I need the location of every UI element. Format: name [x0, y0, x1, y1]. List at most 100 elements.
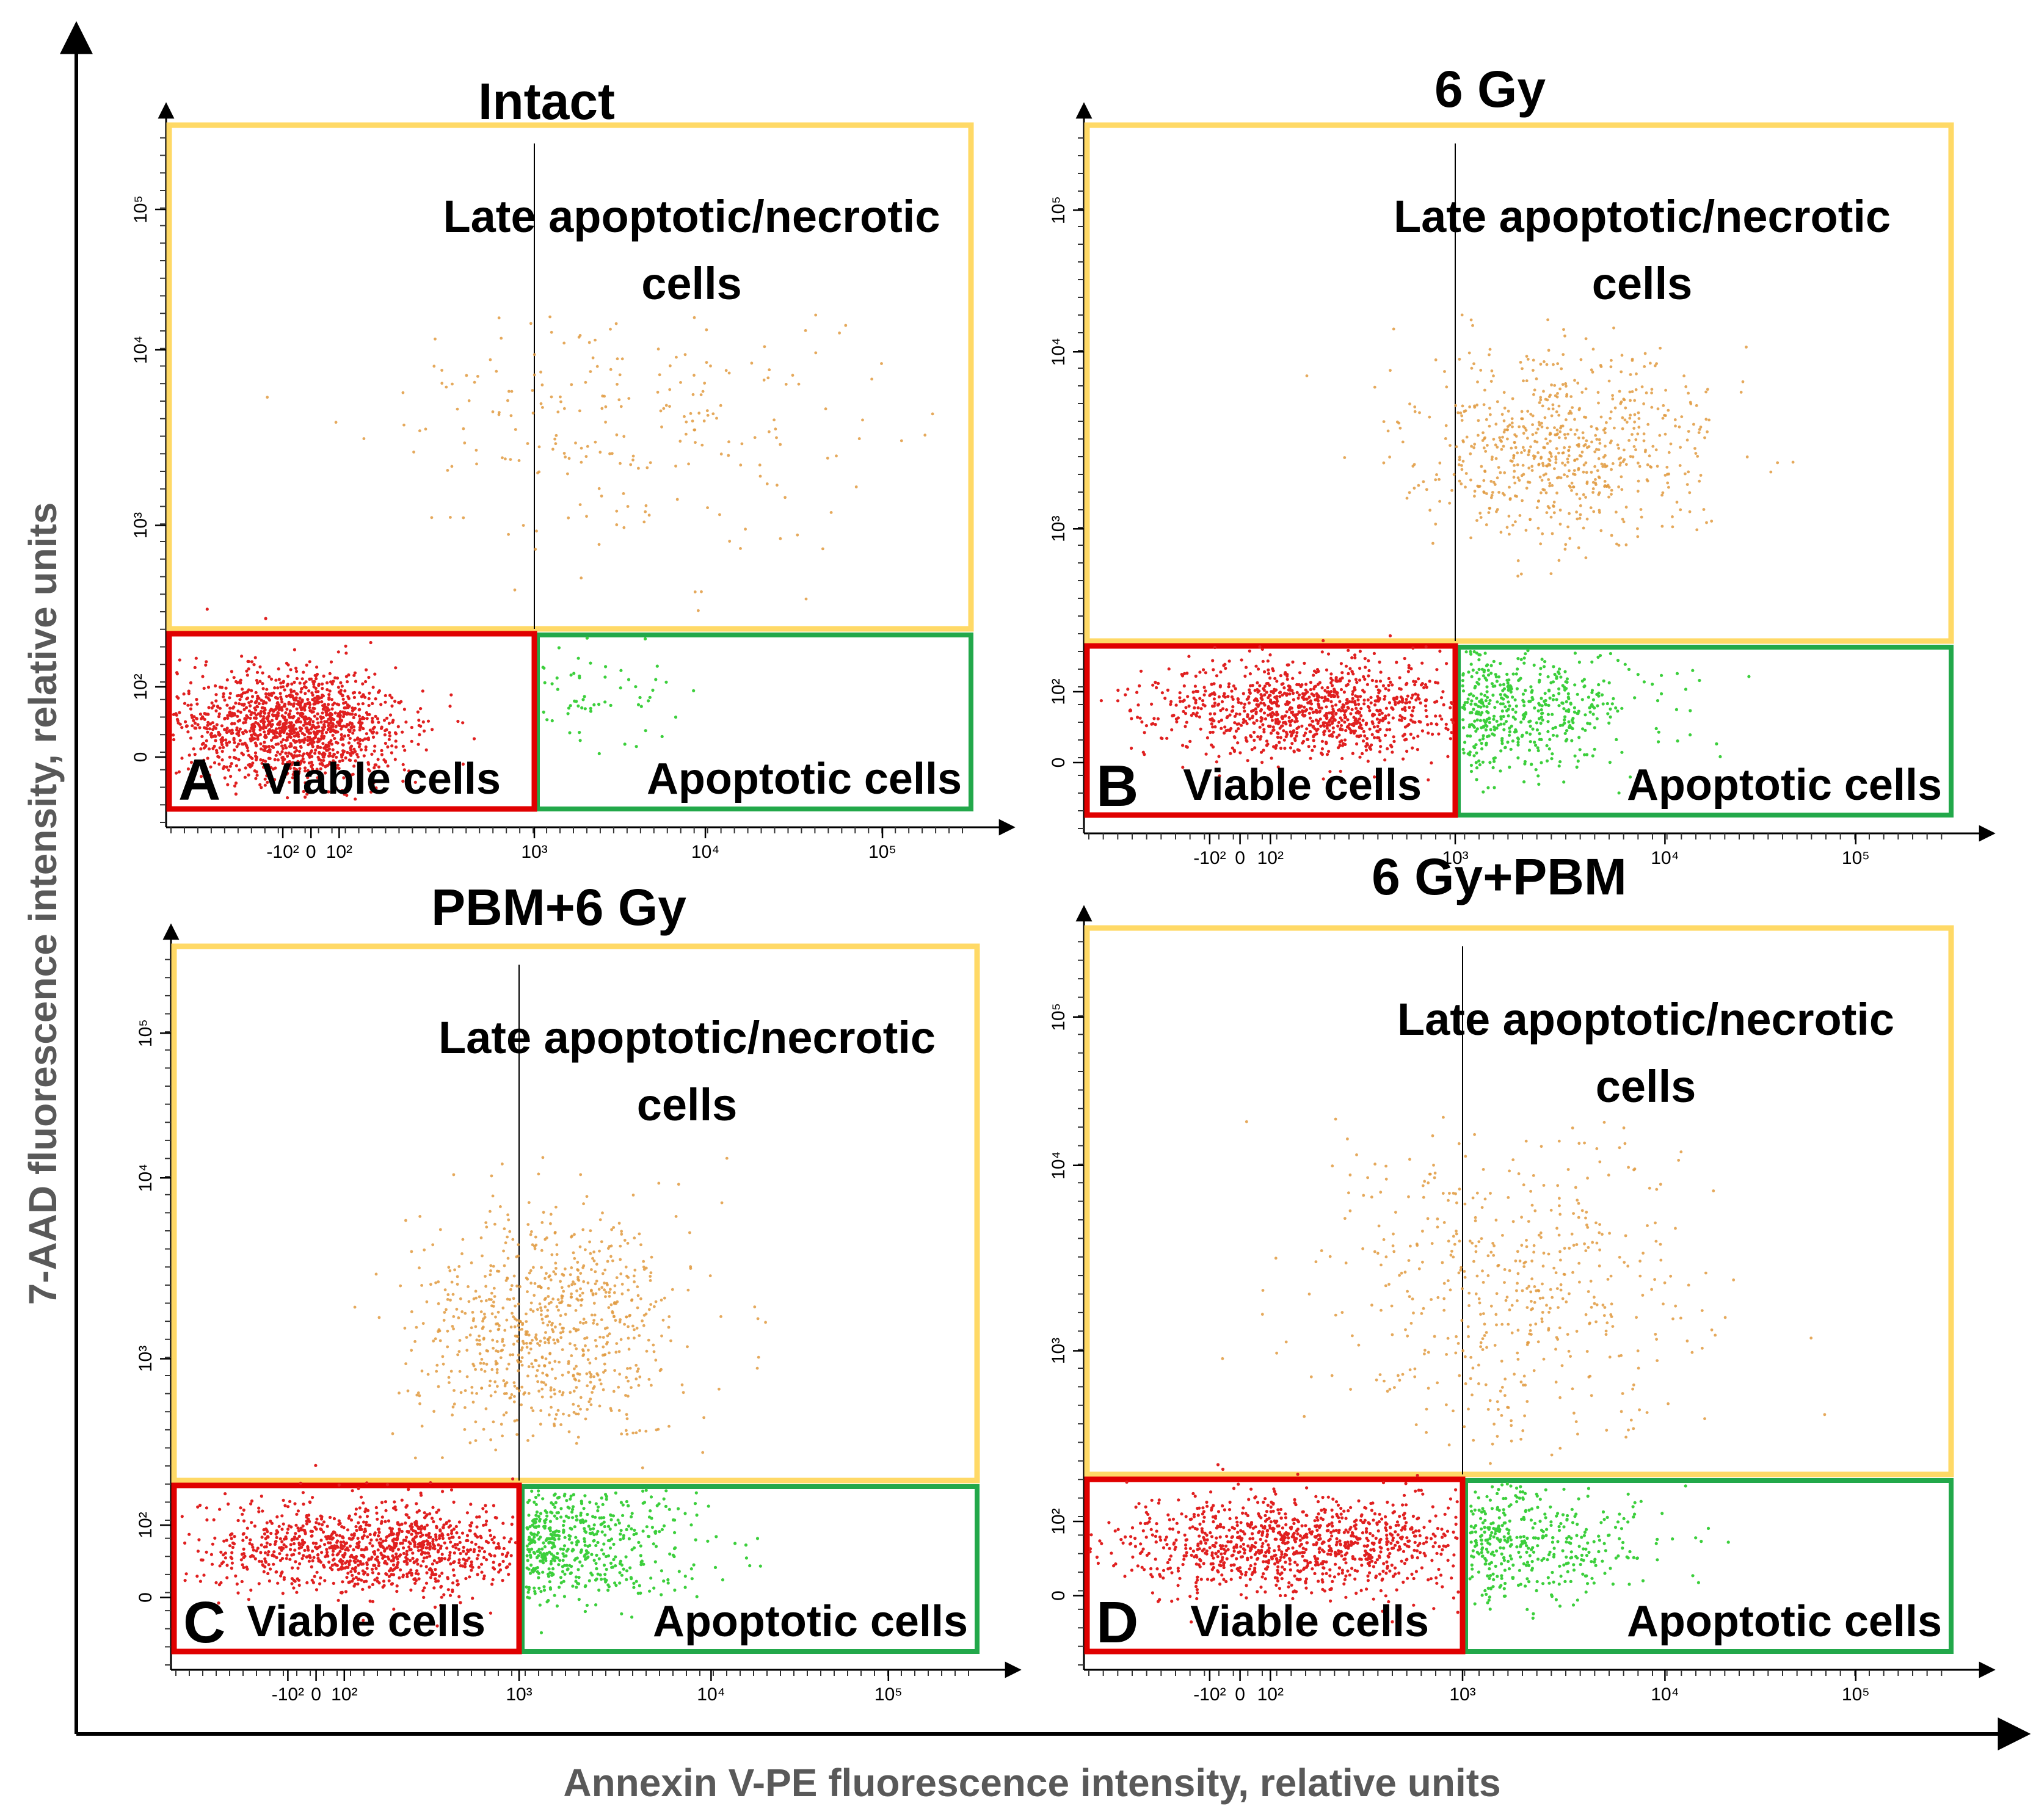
viable-cell-point — [200, 734, 204, 738]
late-apoptotic-cell-point — [1579, 513, 1582, 517]
viable-cell-point — [257, 702, 261, 706]
apoptotic-cell-point — [1565, 738, 1569, 741]
viable-cell-point — [371, 702, 374, 705]
apoptotic-cell-point — [1572, 710, 1576, 714]
viable-cell-point — [352, 1548, 355, 1551]
late-apoptotic-cell-point — [1620, 353, 1624, 357]
late-apoptotic-cell-point — [705, 409, 709, 413]
viable-cell-point — [1266, 713, 1270, 717]
apoptotic-cell-point — [1508, 704, 1511, 708]
viable-cell-point — [260, 761, 264, 765]
viable-cell-point — [419, 724, 423, 728]
viable-cell-point — [351, 772, 355, 776]
late-apoptotic-cell-point — [683, 353, 687, 357]
viable-cell-point — [1261, 659, 1265, 663]
late-apoptotic-cell-point — [616, 357, 619, 361]
late-apoptotic-cell-point — [445, 385, 448, 389]
apoptotic-cell-point — [1521, 698, 1525, 702]
apoptotic-cell-point — [569, 704, 572, 708]
apoptotic-region-label: Apoptotic cells — [647, 755, 962, 803]
viable-cell-point — [1298, 671, 1302, 675]
apoptotic-cell-point — [1462, 726, 1466, 730]
viable-cell-point — [260, 1543, 263, 1547]
viable-cell-point — [358, 728, 362, 731]
viable-cell-point — [214, 1581, 218, 1584]
viable-cell-point — [323, 720, 327, 723]
viable-cell-point — [1399, 687, 1403, 691]
apoptotic-cell-point — [609, 703, 613, 707]
viable-cell-point — [243, 775, 247, 779]
viable-cell-point — [273, 758, 277, 761]
viable-cell-point — [367, 697, 371, 700]
late-apoptotic-cell-point — [711, 412, 715, 416]
viable-cell-point — [390, 751, 394, 755]
late-apoptotic-cell-point — [1531, 423, 1535, 426]
viable-cell-point — [432, 1586, 436, 1590]
viable-cell-point — [281, 747, 285, 750]
apoptotic-cell-point — [1580, 698, 1584, 702]
viable-cell-point — [306, 769, 310, 772]
apoptotic-cell-point — [1555, 734, 1559, 738]
viable-cell-point — [354, 797, 357, 801]
viable-cell-point — [363, 737, 367, 741]
viable-cell-point — [1351, 692, 1354, 696]
viable-cell-point — [1292, 730, 1295, 733]
late-apoptotic-cell-point — [627, 397, 631, 400]
viable-cell-point — [1259, 734, 1263, 739]
viable-cell-point — [244, 720, 247, 724]
viable-cell-point — [432, 1520, 435, 1523]
apoptotic-cell-point — [1475, 766, 1479, 770]
late-apoptotic-cell-point — [739, 547, 742, 550]
viable-cell-point — [217, 763, 221, 766]
late-apoptotic-cell-point — [1382, 420, 1386, 423]
viable-cell-point — [1256, 667, 1260, 671]
viable-cell-point — [492, 1561, 495, 1564]
viable-cell-point — [1370, 678, 1374, 683]
viable-cell-point — [1405, 683, 1408, 686]
apoptotic-cell-point — [1570, 739, 1574, 742]
viable-cell-point — [336, 763, 340, 767]
late-apoptotic-cell-point — [1458, 458, 1461, 462]
viable-cell-point — [480, 1570, 484, 1574]
late-apoptotic-cell-point — [1741, 380, 1745, 383]
viable-cell-point — [1258, 684, 1262, 687]
apoptotic-cell-point — [1616, 709, 1620, 713]
viable-cell-point — [269, 1567, 272, 1571]
apoptotic-cell-point — [1462, 751, 1466, 755]
late-apoptotic-cell-point — [1524, 529, 1528, 532]
late-apoptotic-cell-point — [1555, 428, 1559, 432]
viable-cell-point — [318, 730, 321, 733]
viable-cell-point — [1338, 700, 1342, 703]
viable-cell-point — [1444, 727, 1448, 730]
apoptotic-cell-point — [1490, 682, 1494, 686]
viable-cell-point — [1245, 697, 1249, 701]
viable-cell-point — [1424, 698, 1428, 702]
late-apoptotic-cell-point — [1697, 431, 1701, 434]
viable-cell-point — [1312, 734, 1315, 738]
viable-cell-point — [300, 759, 304, 763]
apoptotic-cell-point — [1477, 759, 1481, 763]
apoptotic-cell-point — [1534, 768, 1538, 772]
late-apoptotic-cell-point — [1533, 388, 1536, 392]
viable-region-label: Viable cells — [262, 755, 501, 803]
late-apoptotic-cell-point — [1552, 363, 1555, 366]
viable-cell-point — [1283, 691, 1287, 695]
late-apoptotic-cell-point — [1563, 473, 1566, 476]
viable-cell-point — [346, 1528, 350, 1532]
viable-cell-point — [253, 733, 257, 737]
viable-cell-point — [1242, 706, 1246, 709]
viable-cell-point — [1304, 683, 1308, 686]
viable-cell-point — [365, 732, 369, 736]
apoptotic-cell-point — [1484, 728, 1488, 732]
viable-cell-point — [1139, 669, 1143, 673]
apoptotic-cell-point — [1474, 730, 1478, 733]
x-tick-label: 10⁴ — [691, 842, 719, 862]
viable-cell-point — [1217, 755, 1221, 758]
viable-cell-point — [234, 792, 238, 796]
apoptotic-cell-point — [1609, 707, 1612, 711]
viable-cell-point — [306, 698, 310, 702]
apoptotic-cell-point — [1656, 699, 1660, 703]
viable-cell-point — [338, 721, 342, 725]
viable-cell-point — [1427, 778, 1430, 781]
viable-cell-point — [298, 681, 302, 685]
